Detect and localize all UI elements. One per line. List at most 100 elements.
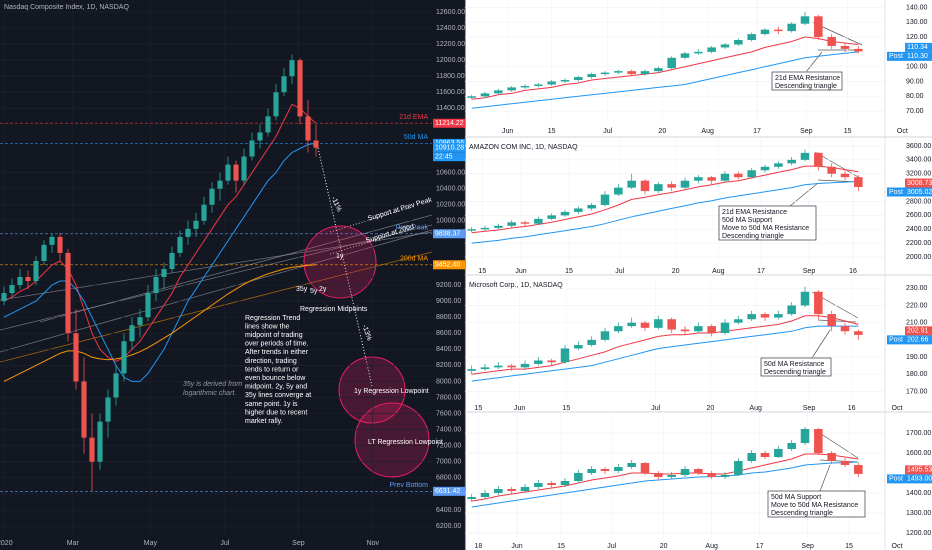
chart-panel: 6200.006400.006600.006800.007000.007200.… xyxy=(0,0,465,547)
candle-body xyxy=(614,326,623,332)
pointer-line xyxy=(811,329,831,359)
y-tick-label: 1400.00 xyxy=(906,490,931,497)
annotation: 2y xyxy=(319,286,327,293)
annotation: 50d MA Support xyxy=(771,494,821,501)
candle-body xyxy=(560,481,570,485)
candle-body xyxy=(854,48,863,52)
post-price-box xyxy=(905,187,932,197)
annotation: 5y xyxy=(310,288,318,295)
x-tick-label: Sep xyxy=(800,128,813,135)
x-tick-label: Jun xyxy=(511,543,522,550)
candle-body xyxy=(121,341,127,374)
regression-line xyxy=(0,224,433,331)
price-box-label: 9452.40 xyxy=(435,262,460,269)
candle-body xyxy=(520,487,530,491)
candle-body xyxy=(467,369,476,371)
x-tick-label: Sep xyxy=(801,543,814,550)
y-tick-label: 10600.00 xyxy=(436,169,465,176)
x-tick-label: Sep xyxy=(292,540,305,547)
candle-body xyxy=(747,170,756,178)
candle-body xyxy=(9,285,15,294)
x-tick-label: Sep xyxy=(803,268,816,275)
y-tick-label: 1600.00 xyxy=(906,450,931,457)
main-drawings xyxy=(0,147,433,478)
price-box xyxy=(433,486,465,496)
candle-body xyxy=(854,177,863,188)
x-tick-label: Jun xyxy=(515,268,526,275)
candle-body xyxy=(507,222,516,226)
annotation: lines show the xyxy=(245,323,289,330)
candle-body xyxy=(734,461,743,475)
y-tick-label: 3600.00 xyxy=(906,143,931,150)
y-tick-label: 7000.00 xyxy=(436,459,461,466)
candle-body xyxy=(627,322,636,327)
candle-body xyxy=(25,277,31,282)
candle-body xyxy=(105,397,111,422)
candle-body xyxy=(249,140,255,157)
triangle-line xyxy=(819,459,859,463)
y-tick-label: 100.00 xyxy=(906,64,928,71)
candle-body xyxy=(694,51,703,54)
candle-body xyxy=(707,177,716,181)
chart-panel: 70.00 80.00 90.00 100.00 120.00 130.00 140.00 J… xyxy=(465,0,932,135)
candle-body xyxy=(289,60,295,77)
candle-body xyxy=(507,489,516,491)
x-tick-label: Aug xyxy=(701,128,714,135)
annotation: Descending triangle xyxy=(771,510,833,517)
candle-body xyxy=(707,473,716,477)
moving-average xyxy=(471,315,859,375)
candle-body xyxy=(467,96,476,98)
last-price-box-label: 110.34 xyxy=(907,44,928,51)
candle-body xyxy=(480,367,490,370)
y-tick-label: 3200.00 xyxy=(906,171,931,178)
candle-body xyxy=(600,331,610,340)
x-tick-label: 17 xyxy=(757,268,765,275)
y-tick-label: 11600.00 xyxy=(436,89,465,96)
candle-body xyxy=(787,305,796,315)
x-tick-label: 15 xyxy=(557,543,565,550)
candle-body xyxy=(747,453,756,461)
candle-body xyxy=(680,180,690,188)
candle-body xyxy=(627,463,636,467)
candle-body xyxy=(153,277,159,294)
candle-body xyxy=(827,314,836,327)
candle-body xyxy=(707,47,716,52)
annotation: After trends in either xyxy=(245,349,309,356)
pointer-line xyxy=(819,464,831,492)
annotation: over periods of time. xyxy=(245,341,308,348)
regression-line xyxy=(0,229,433,353)
candle-body xyxy=(694,326,703,332)
x-tick-label: Jul xyxy=(220,540,229,547)
candle-body xyxy=(494,90,503,94)
candle-body xyxy=(193,220,199,229)
post-price-box xyxy=(905,474,932,484)
x-tick-label: 16 xyxy=(849,268,857,275)
y-tick-label: 90.00 xyxy=(906,78,924,85)
annotation: 21d EMA Resistance xyxy=(775,75,840,82)
post-tag-label: Post xyxy=(889,53,903,60)
candle-body xyxy=(560,80,570,82)
x-tick-label: Mar xyxy=(67,540,80,547)
chart-title: Microsoft Corp., 1D, NASDAQ xyxy=(469,282,563,289)
y-tick-label: 2200.00 xyxy=(906,240,931,247)
annotation: Descending triangle xyxy=(775,83,837,90)
annotation: 1y Regression Lowpoint xyxy=(354,388,429,395)
y-tick-label: 190.00 xyxy=(906,354,928,361)
note-box xyxy=(760,357,832,377)
candle-body xyxy=(225,164,231,181)
y-tick-label: 6800.00 xyxy=(436,475,461,482)
candle-body xyxy=(840,45,850,49)
note-box xyxy=(771,71,843,91)
candle-body xyxy=(654,68,663,72)
candle-body xyxy=(774,163,783,167)
post-tag-label: Post xyxy=(889,337,903,344)
y-tick-label: 11400.00 xyxy=(436,105,465,112)
annotation: higher due to recent xyxy=(245,409,307,416)
regression-line xyxy=(0,231,433,301)
annotation: tends to return or xyxy=(245,366,299,373)
candle-body xyxy=(774,314,783,318)
price-box-label: 11214.22 xyxy=(435,120,464,127)
moving-average xyxy=(3,264,317,382)
x-tick-label: 16 xyxy=(848,405,856,412)
candle-body xyxy=(840,461,850,465)
